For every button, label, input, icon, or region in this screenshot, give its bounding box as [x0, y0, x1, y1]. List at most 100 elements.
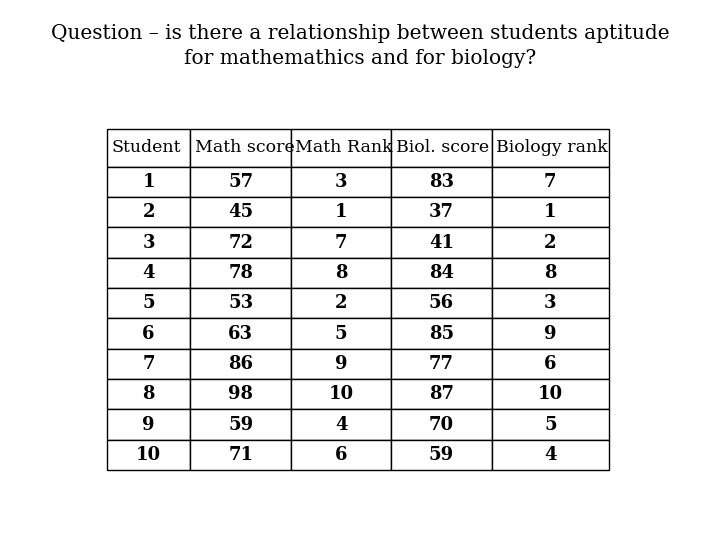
Text: 8: 8 — [143, 386, 155, 403]
Text: 6: 6 — [544, 355, 557, 373]
Bar — [291, 349, 392, 379]
Text: 53: 53 — [228, 294, 253, 312]
Bar — [291, 409, 392, 440]
Bar — [492, 319, 609, 349]
Bar — [492, 129, 609, 167]
Bar — [107, 258, 190, 288]
Bar — [492, 227, 609, 258]
Bar — [492, 258, 609, 288]
Text: Math score: Math score — [195, 139, 294, 157]
Text: 45: 45 — [228, 203, 253, 221]
Text: 6: 6 — [143, 325, 155, 342]
Bar — [291, 258, 392, 288]
Bar — [190, 349, 291, 379]
Bar — [291, 197, 392, 227]
Bar — [107, 227, 190, 258]
Bar — [392, 440, 492, 470]
Bar — [190, 379, 291, 409]
Bar — [492, 349, 609, 379]
Bar — [492, 167, 609, 197]
Text: 10: 10 — [538, 386, 563, 403]
Text: 1: 1 — [544, 203, 557, 221]
Text: 56: 56 — [429, 294, 454, 312]
Bar — [190, 288, 291, 319]
Bar — [190, 129, 291, 167]
Text: 78: 78 — [228, 264, 253, 282]
Text: 63: 63 — [228, 325, 253, 342]
Bar — [107, 319, 190, 349]
Text: 8: 8 — [544, 264, 557, 282]
Bar — [492, 197, 609, 227]
Text: 4: 4 — [335, 416, 347, 434]
Text: 3: 3 — [544, 294, 557, 312]
Text: 57: 57 — [228, 173, 253, 191]
Text: 5: 5 — [143, 294, 155, 312]
Text: 9: 9 — [143, 416, 155, 434]
Bar — [291, 440, 392, 470]
Text: 85: 85 — [429, 325, 454, 342]
Bar — [392, 167, 492, 197]
Text: 41: 41 — [429, 234, 454, 252]
Bar — [291, 167, 392, 197]
Text: 4: 4 — [143, 264, 155, 282]
Bar — [392, 379, 492, 409]
Bar — [392, 129, 492, 167]
Text: 72: 72 — [228, 234, 253, 252]
Bar — [392, 288, 492, 319]
Bar — [392, 197, 492, 227]
Bar — [492, 288, 609, 319]
Text: 59: 59 — [228, 416, 253, 434]
Text: 77: 77 — [429, 355, 454, 373]
Text: 87: 87 — [429, 386, 454, 403]
Bar — [107, 167, 190, 197]
Text: 7: 7 — [143, 355, 155, 373]
Text: 83: 83 — [429, 173, 454, 191]
Text: Biol. score: Biol. score — [396, 139, 489, 157]
Text: Math Rank: Math Rank — [295, 139, 393, 157]
Bar — [107, 129, 190, 167]
Bar — [107, 288, 190, 319]
Text: 71: 71 — [228, 446, 253, 464]
Text: 9: 9 — [335, 355, 347, 373]
Text: 86: 86 — [228, 355, 253, 373]
Bar — [392, 258, 492, 288]
Text: 5: 5 — [544, 416, 557, 434]
Text: Student: Student — [111, 139, 181, 157]
Bar — [291, 227, 392, 258]
Text: 9: 9 — [544, 325, 557, 342]
Bar — [190, 258, 291, 288]
Bar — [107, 440, 190, 470]
Bar — [291, 379, 392, 409]
Text: 4: 4 — [544, 446, 557, 464]
Text: 2: 2 — [544, 234, 557, 252]
Bar — [190, 167, 291, 197]
Text: 59: 59 — [429, 446, 454, 464]
Bar — [392, 319, 492, 349]
Bar — [190, 319, 291, 349]
Text: 3: 3 — [335, 173, 347, 191]
Text: 37: 37 — [429, 203, 454, 221]
Text: Biology rank: Biology rank — [496, 139, 608, 157]
Bar — [190, 409, 291, 440]
Bar — [190, 197, 291, 227]
Text: 6: 6 — [335, 446, 347, 464]
Text: 2: 2 — [335, 294, 347, 312]
Text: 3: 3 — [143, 234, 155, 252]
Text: 10: 10 — [136, 446, 161, 464]
Text: 7: 7 — [335, 234, 347, 252]
Bar — [107, 409, 190, 440]
Text: 1: 1 — [335, 203, 347, 221]
Text: 1: 1 — [143, 173, 155, 191]
Bar — [291, 129, 392, 167]
Bar — [392, 349, 492, 379]
Bar — [190, 440, 291, 470]
Text: 10: 10 — [328, 386, 354, 403]
Text: Question – is there a relationship between students aptitude
for mathemathics an: Question – is there a relationship betwe… — [50, 24, 670, 68]
Bar — [291, 319, 392, 349]
Text: 5: 5 — [335, 325, 348, 342]
Bar — [392, 409, 492, 440]
Bar — [190, 227, 291, 258]
Bar — [492, 379, 609, 409]
Text: 98: 98 — [228, 386, 253, 403]
Bar — [492, 409, 609, 440]
